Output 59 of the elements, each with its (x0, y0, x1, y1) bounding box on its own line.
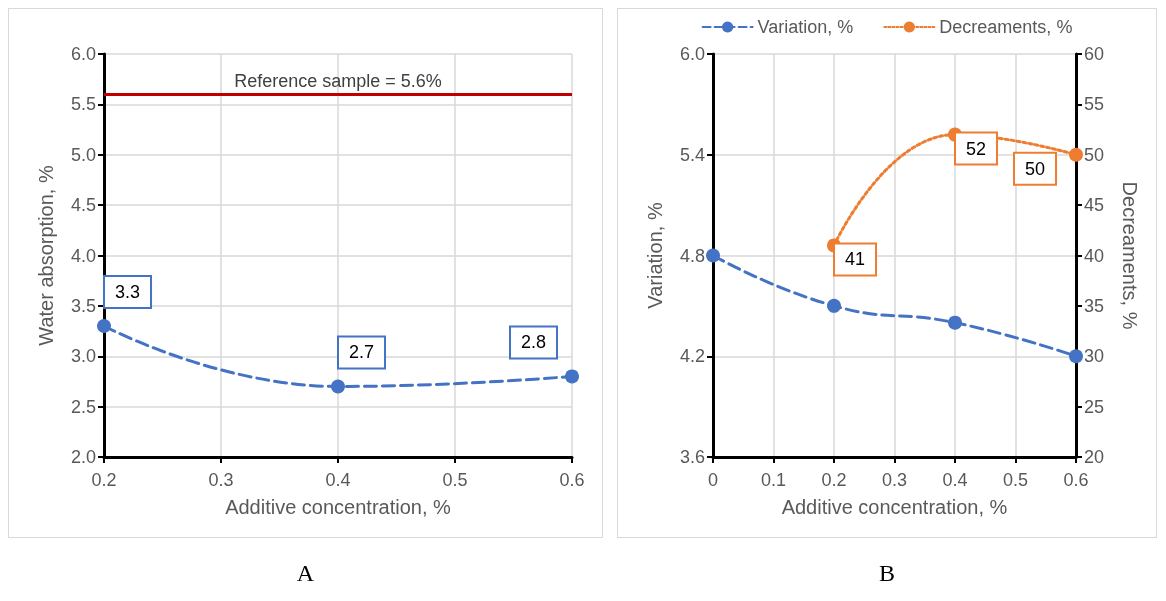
y-tick-label: 5.5 (70, 94, 96, 115)
y-tick-label: 6.0 (70, 44, 96, 64)
point (1069, 147, 1083, 162)
y-tick-label: 3.6 (679, 447, 705, 467)
x-tick-label: 0.3 (881, 470, 908, 490)
y-tick-label: 3.0 (70, 346, 96, 367)
y2-tick-label: 40 (1084, 245, 1105, 266)
data-label: 50 (1025, 158, 1046, 179)
data-label: 3.3 (115, 282, 141, 303)
y-tick-label: 4.8 (679, 245, 705, 266)
y2-tick-label: 30 (1084, 346, 1105, 367)
data-label: 2.8 (521, 332, 547, 353)
x-tick-label: 0.3 (208, 470, 234, 490)
x-axis-title: Additive concentration, % (225, 496, 452, 518)
point (948, 315, 962, 330)
point (706, 248, 720, 263)
ref-line-label: Reference sample = 5.6% (234, 71, 442, 92)
x-axis-title: Additive concentration, % (781, 496, 1008, 518)
y-axis-title: Water absorption, % (35, 165, 57, 346)
y2-axis-title: Decreaments, % (1119, 181, 1141, 330)
legend-label: Decreaments, % (939, 17, 1073, 37)
y-tick-label: 5.0 (70, 144, 96, 165)
y2-tick-label: 50 (1084, 144, 1105, 165)
x-tick-label: 0 (707, 470, 719, 490)
x-tick-label: 0.6 (1063, 470, 1089, 490)
text: A (296, 560, 315, 587)
text: B (878, 560, 895, 587)
legend-label: Variation, % (757, 17, 854, 37)
x-tick-label: 0.4 (942, 470, 968, 490)
point (331, 379, 345, 394)
x-tick-label: 0.4 (325, 470, 351, 490)
x-tick-label: 0.5 (442, 470, 468, 490)
point (1069, 349, 1083, 364)
x-tick-label: 0.2 (91, 470, 117, 490)
x-tick-label: 0.5 (1002, 470, 1029, 490)
y-tick-label: 3.5 (70, 295, 96, 316)
data-label: 2.7 (349, 342, 375, 363)
y2-tick-label: 35 (1084, 295, 1105, 316)
y-tick-label: 4.2 (679, 346, 705, 367)
y-tick-label: 2.0 (70, 447, 96, 467)
y-tick-label: 2.5 (70, 396, 96, 417)
y-tick-label: 6.0 (679, 44, 705, 64)
y-tick-label: 4.5 (70, 195, 96, 216)
point (97, 319, 111, 334)
y2-tick-label: 45 (1084, 195, 1105, 216)
data-label: 52 (966, 138, 987, 159)
y2-tick-label: 55 (1084, 94, 1105, 115)
x-tick-label: 0.6 (559, 470, 585, 490)
y-axis-title: Variation, % (644, 202, 666, 309)
y2-tick-label: 60 (1084, 44, 1105, 64)
data-label: 41 (845, 249, 866, 270)
y-tick-label: 5.4 (679, 144, 705, 165)
y2-tick-label: 25 (1084, 396, 1105, 417)
y2-tick-label: 20 (1084, 447, 1105, 467)
y-tick-label: 4.0 (70, 245, 96, 266)
point (565, 369, 579, 384)
x-tick-label: 0.2 (821, 470, 847, 490)
point (827, 298, 841, 313)
x-tick-label: 0.1 (760, 470, 787, 490)
